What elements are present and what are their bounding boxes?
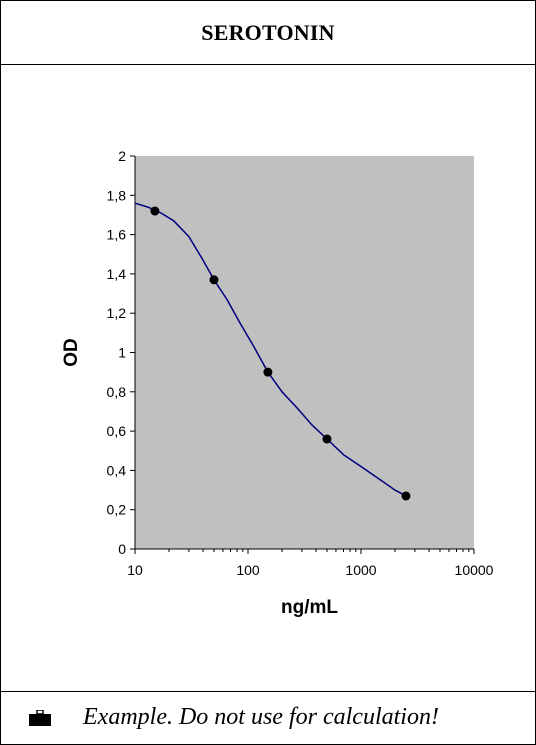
standard-curve-chart: 0 0,2 0,4 0,6 0,8 1 1,2 1,4 1,6 1,8 2 10 100 1000 1000…	[61, 148, 494, 618]
briefcase-icon	[29, 710, 51, 726]
y-tick-label: 0,4	[107, 462, 127, 478]
x-tick-label: 10000	[455, 562, 494, 578]
footer-row: Example. Do not use for calculation!	[1, 691, 535, 745]
y-tick-label: 0,6	[107, 423, 127, 439]
plot-area	[135, 156, 474, 549]
title-row: SEROTONIN	[1, 1, 535, 65]
data-point	[263, 367, 273, 377]
data-point	[322, 434, 332, 444]
footer-note: Example. Do not use for calculation!	[83, 704, 439, 730]
data-point	[401, 491, 411, 501]
y-axis-title: OD	[61, 338, 82, 367]
x-axis-title: ng/mL	[281, 597, 338, 618]
y-tick-label: 0,8	[107, 384, 127, 400]
chart-area: 0 0,2 0,4 0,6 0,8 1 1,2 1,4 1,6 1,8 2 10 100 1000 1000…	[1, 65, 535, 692]
y-tick-label: 0,2	[107, 502, 127, 518]
y-tick-label: 1,6	[107, 227, 127, 243]
y-tick-label: 1,8	[107, 187, 127, 203]
x-tick-label: 100	[236, 562, 260, 578]
data-point	[209, 275, 219, 285]
x-tick-label: 10	[127, 562, 143, 578]
y-tick-label: 0	[118, 541, 126, 557]
data-point	[150, 206, 160, 216]
fitted-curve-line	[134, 202, 407, 497]
chart-title: SEROTONIN	[201, 19, 335, 45]
y-tick-label: 1,2	[107, 305, 127, 321]
y-tick-label: 1	[118, 345, 126, 361]
x-tick-label: 1000	[345, 562, 376, 578]
y-tick-label: 2	[118, 148, 126, 164]
y-tick-label: 1,4	[107, 266, 127, 282]
